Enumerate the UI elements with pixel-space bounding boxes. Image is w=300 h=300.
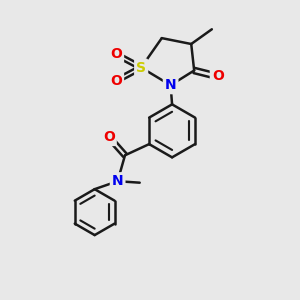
Text: O: O	[110, 74, 122, 88]
Text: N: N	[112, 174, 123, 188]
Text: O: O	[103, 130, 115, 144]
Text: O: O	[110, 47, 122, 61]
Text: O: O	[212, 69, 224, 83]
Text: S: S	[136, 61, 146, 75]
Text: N: N	[165, 78, 176, 92]
